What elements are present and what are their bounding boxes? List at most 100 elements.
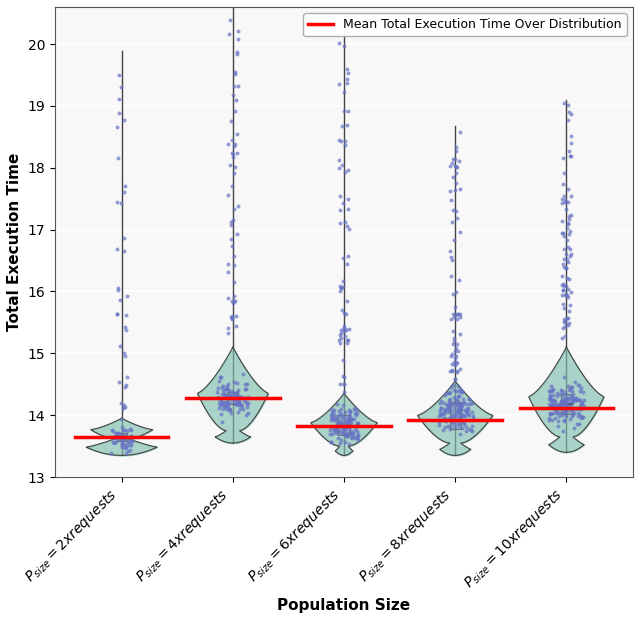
Point <box>351 422 362 432</box>
Point <box>217 397 227 407</box>
Point <box>557 271 567 281</box>
Point <box>227 135 237 144</box>
Point <box>228 394 239 404</box>
Point <box>227 298 237 308</box>
Point <box>564 146 574 156</box>
Point <box>242 399 252 409</box>
Point <box>335 338 345 348</box>
Point <box>119 348 129 358</box>
Point <box>223 328 234 338</box>
Point <box>457 416 467 426</box>
Point <box>343 194 353 204</box>
Point <box>565 138 575 148</box>
Point <box>577 398 588 408</box>
Point <box>326 415 337 425</box>
Point <box>220 391 230 401</box>
Point <box>453 396 463 405</box>
Point <box>559 98 570 108</box>
Point <box>464 399 474 409</box>
Point <box>558 408 568 418</box>
Point <box>344 404 354 414</box>
Point <box>452 339 463 349</box>
Point <box>241 402 252 412</box>
Point <box>120 352 131 361</box>
Point <box>232 398 242 408</box>
Point <box>447 366 458 376</box>
Point <box>112 122 122 131</box>
Point <box>442 388 452 398</box>
Point <box>113 283 124 293</box>
Point <box>447 350 457 360</box>
Point <box>565 210 575 220</box>
Point <box>546 394 556 404</box>
Point <box>559 168 570 178</box>
Point <box>213 383 223 393</box>
Point <box>350 403 360 413</box>
Point <box>464 394 474 404</box>
Point <box>337 254 348 264</box>
Point <box>348 433 358 443</box>
Point <box>563 394 573 404</box>
Point <box>454 420 465 430</box>
Point <box>559 244 569 254</box>
Point <box>444 395 454 405</box>
Point <box>445 187 456 197</box>
Point <box>115 434 125 444</box>
Point <box>579 395 589 405</box>
Point <box>232 148 242 157</box>
Point <box>109 438 119 448</box>
Point <box>237 369 248 379</box>
Point <box>119 187 129 197</box>
Point <box>451 394 461 404</box>
Point <box>339 217 349 227</box>
Point <box>559 397 569 407</box>
Point <box>120 402 130 412</box>
Point <box>563 197 573 207</box>
Point <box>457 388 467 397</box>
Point <box>340 326 351 335</box>
Point <box>447 380 458 390</box>
Point <box>457 423 467 433</box>
Point <box>240 384 250 394</box>
Point <box>335 404 346 414</box>
Point <box>559 404 569 414</box>
Point <box>557 280 567 290</box>
Point <box>559 314 569 324</box>
Point <box>113 153 124 163</box>
Point <box>121 310 131 320</box>
Point <box>456 405 467 415</box>
Point <box>440 422 450 432</box>
Point <box>227 386 237 396</box>
Point <box>229 277 239 287</box>
Point <box>556 396 566 405</box>
Point <box>121 441 131 451</box>
Point <box>562 235 572 245</box>
Point <box>106 448 116 458</box>
Point <box>118 404 128 414</box>
Point <box>458 399 468 409</box>
Point <box>126 425 136 435</box>
Point <box>223 139 234 149</box>
Point <box>554 411 564 421</box>
Point <box>216 409 227 419</box>
Point <box>564 214 574 224</box>
Point <box>454 329 465 339</box>
Point <box>552 407 562 417</box>
Point <box>563 292 573 302</box>
Point <box>232 396 243 405</box>
Point <box>126 432 136 441</box>
Point <box>559 254 570 264</box>
Point <box>228 149 238 159</box>
Point <box>454 411 465 421</box>
Point <box>563 218 573 228</box>
Point <box>454 309 465 319</box>
Point <box>243 407 253 417</box>
Point <box>332 399 342 409</box>
Point <box>218 404 228 414</box>
Point <box>457 401 467 411</box>
Point <box>120 434 130 444</box>
Point <box>122 446 132 456</box>
Point <box>551 401 561 410</box>
Point <box>325 425 335 435</box>
Point <box>327 429 337 439</box>
